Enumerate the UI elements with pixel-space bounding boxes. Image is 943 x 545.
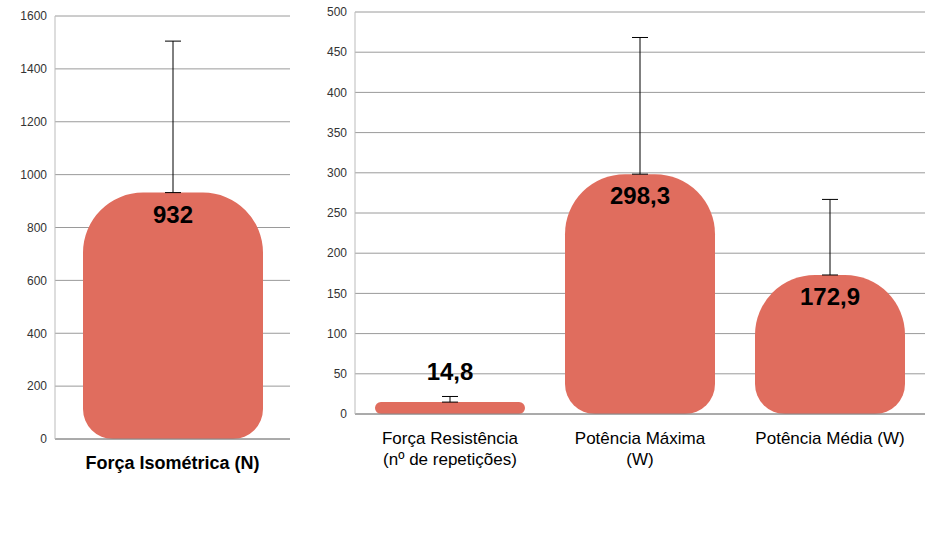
svg-text:14,8: 14,8	[427, 358, 474, 385]
svg-text:150: 150	[327, 287, 347, 301]
svg-text:0: 0	[340, 407, 347, 421]
svg-text:Potência Máxima(W): Potência Máxima(W)	[575, 429, 706, 469]
svg-text:400: 400	[27, 327, 47, 341]
svg-text:450: 450	[327, 45, 347, 59]
svg-text:1000: 1000	[20, 168, 47, 182]
svg-text:0: 0	[40, 432, 47, 446]
svg-text:800: 800	[27, 221, 47, 235]
svg-text:1600: 1600	[20, 9, 47, 23]
svg-text:200: 200	[327, 246, 347, 260]
svg-text:298,3: 298,3	[610, 182, 670, 209]
svg-text:500: 500	[327, 5, 347, 19]
svg-text:932: 932	[153, 201, 193, 228]
svg-text:Potência Média (W): Potência Média (W)	[755, 429, 904, 448]
svg-text:1400: 1400	[20, 62, 47, 76]
svg-text:172,9: 172,9	[800, 283, 860, 310]
svg-text:250: 250	[327, 206, 347, 220]
svg-text:350: 350	[327, 126, 347, 140]
svg-text:400: 400	[327, 86, 347, 100]
svg-text:600: 600	[27, 274, 47, 288]
svg-text:200: 200	[27, 379, 47, 393]
svg-text:Força Resistência(nº de repeti: Força Resistência(nº de repetições)	[382, 429, 519, 469]
svg-text:100: 100	[327, 327, 347, 341]
svg-text:Força Isométrica (N): Força Isométrica (N)	[85, 453, 259, 473]
svg-text:50: 50	[334, 367, 348, 381]
svg-text:1200: 1200	[20, 115, 47, 129]
svg-text:300: 300	[327, 166, 347, 180]
